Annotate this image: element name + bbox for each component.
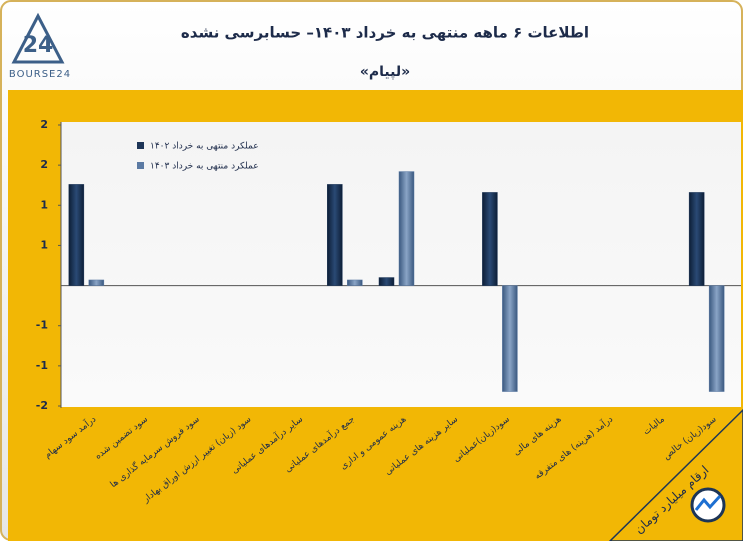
y-tick-label: -1 [36, 319, 48, 332]
y-tick-label: 2 [40, 118, 48, 131]
y-tick-label: 1 [40, 198, 48, 211]
legend-swatch [137, 162, 144, 169]
logo: 24 [11, 12, 65, 64]
bar [378, 277, 395, 286]
legend-label: عملکرد منتهی به خرداد ۱۴۰۳ [150, 162, 259, 172]
corner-icon [690, 487, 726, 523]
bar [482, 192, 498, 286]
legend-label: عملکرد منتهی به خرداد ۱۴۰۲ [150, 142, 259, 152]
bar [88, 279, 105, 286]
y-tick-label: -2 [36, 399, 48, 412]
brand: BOURSE24 [9, 69, 71, 80]
bar [327, 184, 343, 286]
y-tick-label: 1 [40, 238, 48, 251]
bar [398, 171, 415, 286]
bar [708, 285, 725, 392]
bar [688, 192, 705, 286]
y-tick-label: 2 [40, 158, 48, 171]
bar [347, 279, 363, 286]
svg-text:24: 24 [23, 33, 54, 58]
chart-subtitle: «لپیام» [360, 64, 410, 80]
chart-title: اطلاعات ۶ ماهه منتهی به خرداد ۱۴۰۳– حساب… [181, 24, 589, 42]
legend-swatch [137, 142, 144, 149]
y-tick-label: -1 [36, 359, 48, 372]
bar [68, 184, 85, 286]
bar [502, 285, 518, 392]
